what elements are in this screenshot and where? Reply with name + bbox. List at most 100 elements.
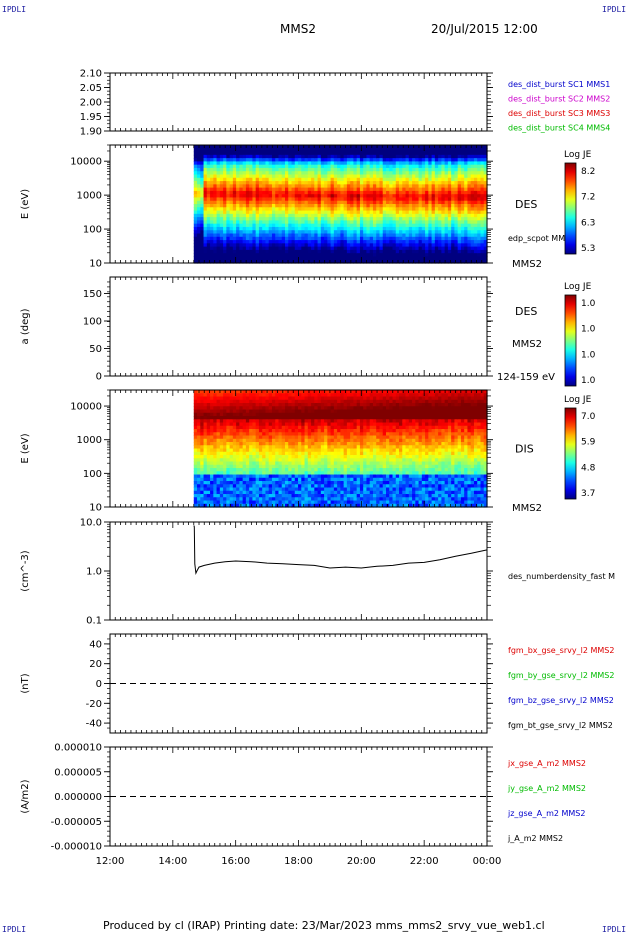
- des_energy-cell: [464, 167, 469, 172]
- des_energy-cell: [340, 249, 345, 254]
- dis_energy-cell: [232, 458, 237, 463]
- des_energy-cell: [425, 194, 429, 199]
- des_energy-cell: [431, 230, 436, 235]
- dis_energy-cell: [200, 468, 205, 472]
- dis_energy-cell: [249, 435, 254, 440]
- des_energy-cell: [324, 167, 328, 172]
- des_energy-cell: [363, 246, 368, 251]
- des_energy-cell: [434, 167, 439, 172]
- des_energy-cell: [425, 177, 429, 182]
- des_energy-cell: [457, 204, 462, 208]
- dis_energy-cell: [252, 490, 257, 495]
- des_energy-cell: [483, 154, 488, 159]
- des_energy-cell: [262, 200, 267, 205]
- des_energy-cell: [298, 226, 302, 231]
- des_energy-cell: [291, 200, 296, 205]
- des_energy-cell: [366, 187, 371, 192]
- des_energy-cell: [356, 236, 361, 241]
- des_energy-cell: [210, 253, 214, 258]
- des_energy-cell: [298, 236, 302, 241]
- des_energy-cell: [343, 148, 348, 153]
- dis_energy-cell: [239, 403, 244, 407]
- des_energy-cell: [477, 230, 482, 235]
- dis_energy-cell: [242, 494, 247, 498]
- dis_energy-cell: [206, 442, 211, 446]
- dis_energy-cell: [206, 406, 211, 411]
- des_energy-cell: [395, 233, 400, 238]
- des_energy-cell: [268, 154, 273, 159]
- des_energy-cell: [213, 230, 218, 235]
- des_energy-cell: [363, 181, 368, 185]
- des_energy-cell: [249, 233, 254, 238]
- des_energy-cell: [447, 256, 452, 261]
- des_energy-colorbar-tick: 7.2: [581, 193, 595, 203]
- des_energy-cell: [425, 236, 429, 241]
- des_energy-cell: [333, 240, 338, 244]
- des_energy-cell: [307, 181, 312, 185]
- des_energy-cell: [324, 249, 328, 254]
- des_energy-cell: [249, 181, 254, 185]
- dis_energy-cell: [262, 490, 267, 495]
- dis_energy-cell: [265, 403, 270, 407]
- des_energy-cell: [317, 181, 322, 185]
- dis_energy-cell: [236, 445, 240, 450]
- dis_energy-cell: [210, 481, 214, 485]
- des_energy-cell: [451, 181, 456, 185]
- dis_energy-cell: [281, 422, 286, 427]
- dis_energy-cell: [258, 425, 263, 430]
- des_energy-cell: [399, 184, 403, 189]
- des_energy-cell: [382, 256, 387, 261]
- dis_energy-cell: [252, 432, 257, 437]
- des_energy-cell: [346, 164, 351, 169]
- dis_energy-cell: [197, 403, 201, 407]
- des_energy-cell: [382, 161, 387, 166]
- des_energy-cell: [255, 207, 260, 212]
- des_energy-cell: [216, 217, 221, 221]
- des_energy-cell: [281, 249, 286, 254]
- des_energy-cell: [392, 174, 397, 179]
- des_energy-cell: [271, 164, 276, 169]
- dis_energy-cell: [285, 406, 289, 411]
- dis_energy-cell: [232, 503, 237, 508]
- des_energy-cell: [350, 204, 355, 208]
- dis_energy-cell: [245, 464, 250, 469]
- des_energy-cell: [356, 240, 361, 244]
- des_pitch-ytick-label: 0: [96, 372, 102, 383]
- des_energy-cell: [366, 148, 371, 153]
- des_energy-cell: [382, 177, 387, 182]
- des_energy-cell: [301, 204, 306, 208]
- dis_energy-cell: [252, 406, 257, 411]
- dis_energy-cell: [229, 500, 234, 505]
- des_energy-cell: [197, 226, 201, 231]
- des_energy-cell: [353, 194, 358, 199]
- des_energy-cell: [343, 243, 348, 248]
- dis_energy-cell: [206, 487, 211, 492]
- des_energy-cell: [392, 164, 397, 169]
- des_energy-cell: [242, 217, 247, 221]
- des_energy-cell: [330, 194, 335, 199]
- des_energy-cell: [206, 177, 211, 182]
- des_energy-cell: [210, 184, 214, 189]
- des_energy-cell: [229, 226, 234, 231]
- des_energy-cell: [255, 213, 260, 218]
- des_energy-cell: [372, 220, 377, 225]
- des_energy-cell: [242, 256, 247, 261]
- des_energy-cell: [441, 200, 446, 205]
- des_energy-cell: [216, 164, 221, 169]
- des_energy-cell: [441, 197, 446, 202]
- dis_energy-cell: [236, 503, 240, 508]
- dis_energy-cell: [203, 445, 208, 450]
- des_energy-cell: [464, 207, 469, 212]
- dis_energy-cell: [291, 474, 296, 479]
- des_energy-cell: [438, 151, 442, 156]
- dis_energy-cell: [275, 425, 280, 430]
- des_energy-cell: [457, 167, 462, 172]
- des_energy-cell: [239, 233, 244, 238]
- des_energy-cell: [457, 223, 462, 228]
- dis_energy-cell: [252, 455, 257, 459]
- dis_energy-cell: [294, 406, 299, 411]
- des_energy-cell: [197, 164, 201, 169]
- des_energy-cell: [193, 161, 198, 166]
- des_energy-cell: [304, 181, 309, 185]
- des_energy-cell: [268, 187, 273, 192]
